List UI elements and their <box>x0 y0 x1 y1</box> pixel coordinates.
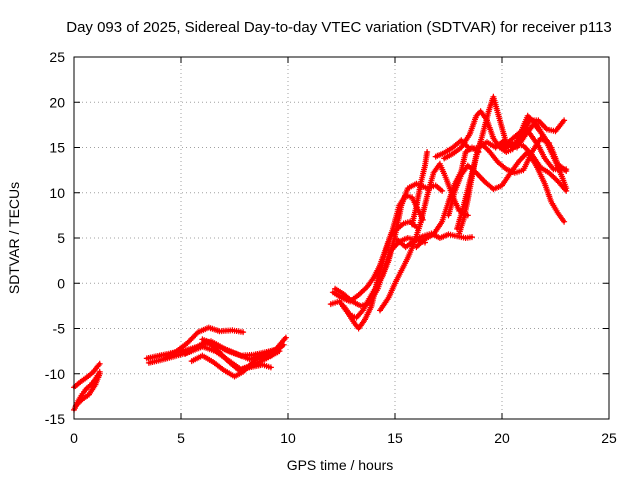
x-tick-label: 25 <box>601 430 617 446</box>
series-plus-markers <box>332 235 428 309</box>
series-track-16 <box>409 149 431 228</box>
y-tick-label: 20 <box>49 94 65 110</box>
series-track-15 <box>394 230 475 251</box>
x-tick-label: 20 <box>494 430 510 446</box>
series-plus-markers <box>199 336 283 359</box>
y-tick-label: -10 <box>45 366 65 382</box>
series-plus-markers <box>496 124 570 173</box>
series-track-24 <box>496 124 570 173</box>
y-tick-label: 25 <box>49 49 65 65</box>
series-plus-markers <box>445 149 568 225</box>
y-tick-label: 10 <box>49 185 65 201</box>
series-plus-markers <box>409 149 431 228</box>
y-tick-label: -5 <box>53 321 66 337</box>
y-tick-label: 5 <box>57 230 65 246</box>
series-track-09 <box>199 336 283 359</box>
series-plus-markers <box>394 230 475 251</box>
y-axis-title: SDTVAR / TECUs <box>6 182 22 294</box>
x-tick-label: 5 <box>177 430 185 446</box>
data-points <box>71 93 570 413</box>
x-tick-label: 0 <box>70 430 78 446</box>
y-tick-label: 15 <box>49 140 65 156</box>
series-track-06 <box>163 324 247 361</box>
series-plus-markers <box>73 370 103 409</box>
x-axis-title: GPS time / hours <box>287 457 394 473</box>
y-tick-label: -15 <box>45 411 65 427</box>
chart-title: Day 093 of 2025, Sidereal Day-to-day VTE… <box>66 19 612 36</box>
x-tick-label: 15 <box>387 430 403 446</box>
x-tick-label: 10 <box>280 430 296 446</box>
series-track-03 <box>73 370 103 409</box>
series-track-21 <box>445 149 568 225</box>
series-plus-markers <box>163 324 247 361</box>
series-track-13 <box>332 235 428 309</box>
y-tick-label: 0 <box>57 275 65 291</box>
ticks: 0 5 10 15 20 25 -15 -10 -5 0 5 10 15 20 25 <box>45 49 617 446</box>
